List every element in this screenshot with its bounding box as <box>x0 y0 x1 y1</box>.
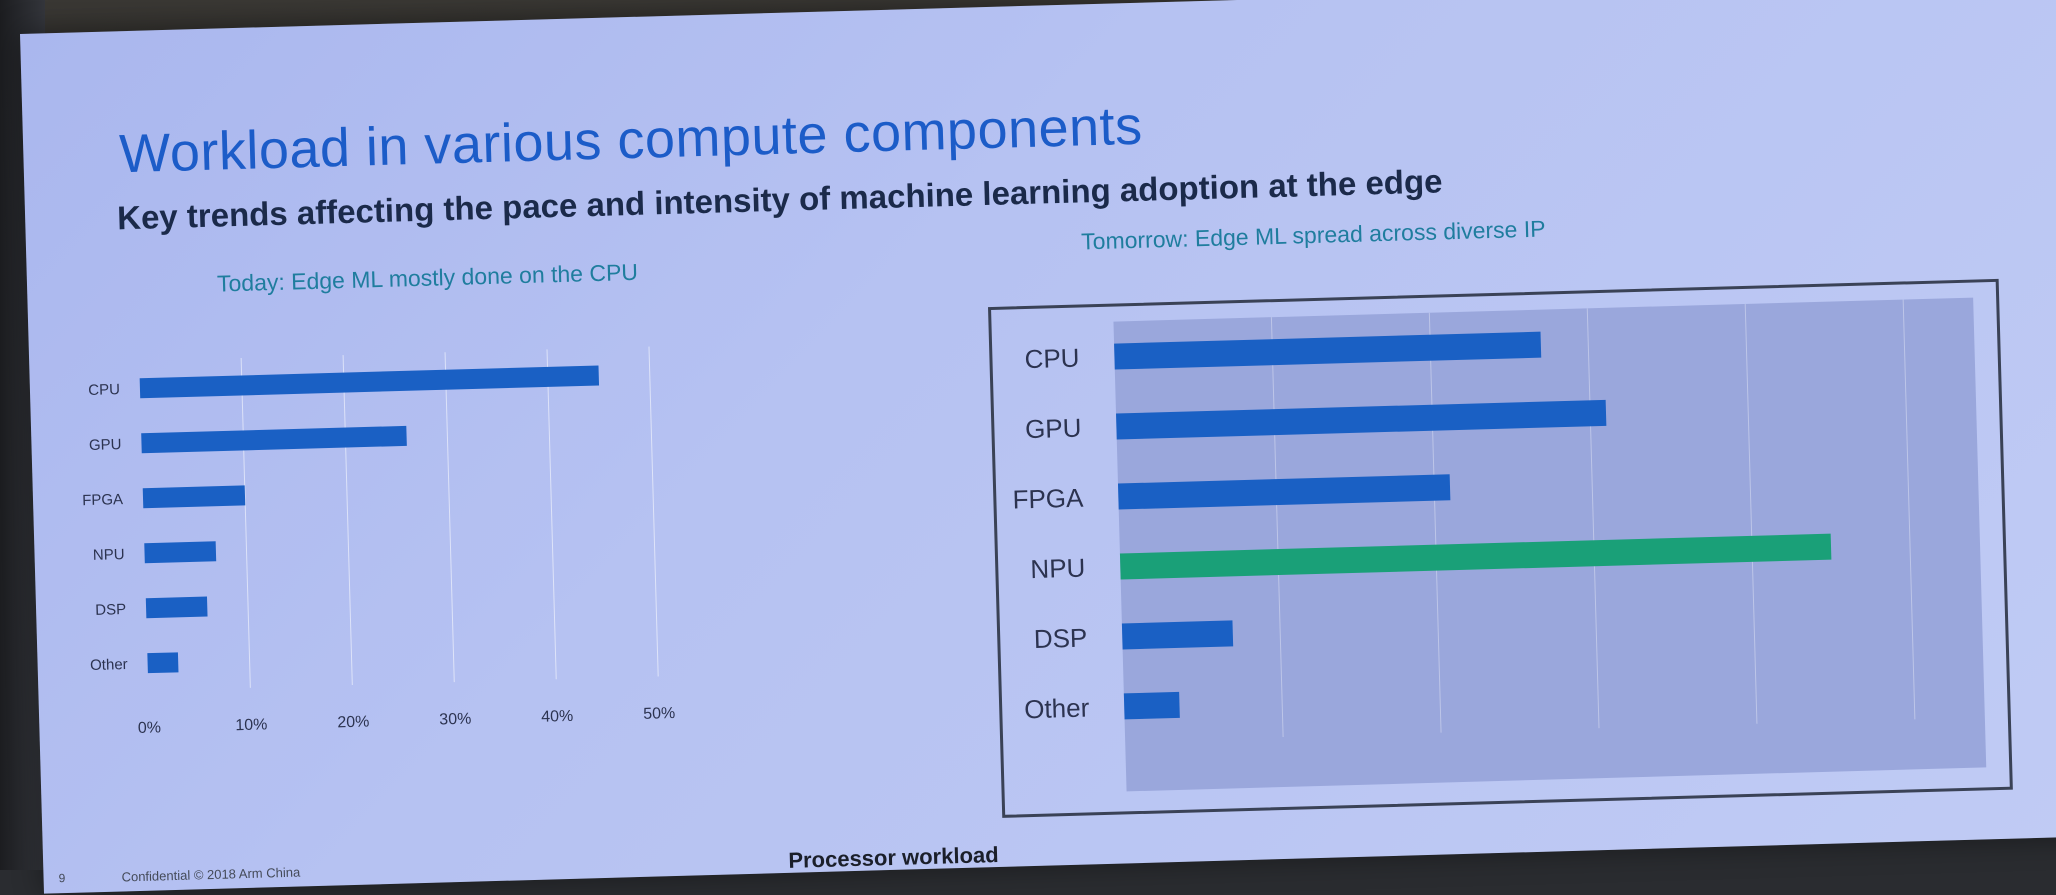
bar-npu <box>1119 533 1832 580</box>
right-chart-title: Tomorrow: Edge ML spread across diverse … <box>1080 215 1546 255</box>
bar-gpu <box>1116 399 1607 440</box>
bar-cpu <box>139 365 600 399</box>
bar-fpga <box>1117 474 1451 510</box>
bar-other <box>147 652 179 674</box>
page-number: 9 <box>58 871 66 886</box>
category-label-fpga: FPGA <box>1012 483 1084 515</box>
category-label-npu: NPU <box>1030 553 1086 585</box>
category-label-dsp: DSP <box>95 601 126 619</box>
x-tick-label: 50% <box>643 705 675 723</box>
category-label-gpu: GPU <box>1025 413 1082 445</box>
gridline <box>240 357 251 688</box>
gridline <box>1744 303 1758 724</box>
gridline <box>1270 317 1284 738</box>
x-tick-label: 10% <box>235 716 267 734</box>
x-tick-label: 20% <box>337 714 369 732</box>
confidential-notice: Confidential © 2018 Arm China <box>121 864 301 885</box>
gridline <box>648 346 659 677</box>
gridline <box>1428 312 1442 733</box>
gridline <box>1586 308 1600 729</box>
slide-title: Workload in various compute components <box>118 95 1144 185</box>
category-label-other: Other <box>90 656 128 674</box>
category-label-cpu: CPU <box>1024 343 1080 375</box>
x-tick-label: 0% <box>138 719 162 737</box>
bar-fpga <box>142 485 246 509</box>
x-tick-label: 30% <box>439 711 471 729</box>
bar-cpu <box>1114 331 1542 370</box>
footer-caption: Processor workload <box>788 842 999 873</box>
today-bar-chart: CPU GPU FPGA NPU DSP Other 0% 10% 20% 30% 40% 50% <box>82 346 675 737</box>
projected-slide: Workload in various compute components K… <box>20 0 2056 894</box>
category-label-fpga: FPGA <box>82 491 123 509</box>
bar-dsp <box>145 596 208 619</box>
x-tick-label: 40% <box>541 708 573 726</box>
gridline <box>444 352 455 683</box>
gridline <box>546 349 557 680</box>
category-label-other: Other <box>1024 693 1090 725</box>
category-label-gpu: GPU <box>89 436 122 454</box>
left-chart-title: Today: Edge ML mostly done on the CPU <box>216 258 639 297</box>
category-label-cpu: CPU <box>88 381 120 399</box>
category-label-npu: NPU <box>93 546 125 564</box>
bar-dsp <box>1121 620 1234 650</box>
category-label-dsp: DSP <box>1033 623 1087 654</box>
bar-other <box>1123 691 1180 720</box>
bar-npu <box>144 541 217 564</box>
bar-gpu <box>141 425 407 454</box>
tomorrow-bar-chart: CPU GPU FPGA NPU DSP Other <box>1012 299 1916 738</box>
gridline <box>1902 299 1916 720</box>
gridline <box>342 355 353 685</box>
